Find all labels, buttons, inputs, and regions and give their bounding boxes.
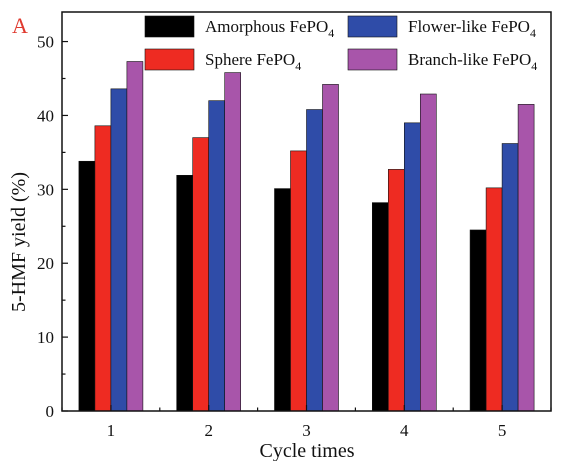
panel-label: A xyxy=(12,13,28,38)
bar-2-5 xyxy=(485,187,503,412)
x-tick-label: 5 xyxy=(498,421,507,440)
bar-1-2 xyxy=(176,174,193,412)
x-tick-label: 2 xyxy=(204,421,213,440)
x-tick-label: 3 xyxy=(302,421,311,440)
bar-3-2 xyxy=(208,100,225,412)
bar-2-4 xyxy=(387,169,405,412)
bar-3-5 xyxy=(501,143,519,412)
bar-2-2 xyxy=(192,137,209,412)
bar-3-3 xyxy=(306,109,323,412)
bar-4-5 xyxy=(517,104,535,412)
legend-swatch-4 xyxy=(347,48,398,71)
legend-swatch-1 xyxy=(144,15,195,38)
bar-1-5 xyxy=(469,229,487,412)
y-tick-label: 40 xyxy=(37,106,54,125)
legend-label-4: Branch-like FePO4 xyxy=(408,50,537,73)
bar-4-4 xyxy=(419,93,437,412)
bar-4-3 xyxy=(322,84,339,412)
legend-swatch-2 xyxy=(144,48,195,71)
legend: Amorphous FePO4 Sphere FePO4 Flower-like F… xyxy=(144,15,537,73)
x-tick-label: 4 xyxy=(400,421,409,440)
y-tick-label: 0 xyxy=(46,402,55,421)
axes: 0 10 20 30 40 50 1 2 3 4 5 xyxy=(37,11,552,440)
bar-1-1 xyxy=(78,160,96,412)
bar-3-1 xyxy=(110,88,128,412)
bar-4-1 xyxy=(126,61,144,412)
bar-2-1 xyxy=(94,125,112,412)
bars xyxy=(78,61,535,412)
legend-label-2: Sphere FePO4 xyxy=(205,50,301,73)
bar-4-2 xyxy=(224,72,241,412)
y-tick-label: 20 xyxy=(37,254,54,273)
legend-label-3: Flower-like FePO4 xyxy=(408,17,536,40)
x-tick-label: 1 xyxy=(107,421,116,440)
x-axis-title: Cycle times xyxy=(260,440,355,461)
bar-2-3 xyxy=(290,150,307,412)
bar-1-4 xyxy=(371,202,389,412)
y-tick-label: 30 xyxy=(37,180,54,199)
y-tick-label: 50 xyxy=(37,33,54,52)
legend-label-1: Amorphous FePO4 xyxy=(205,17,334,40)
bar-3-4 xyxy=(403,122,421,412)
y-tick-label: 10 xyxy=(37,328,54,347)
y-axis-title: 5-HMF yield (%) xyxy=(8,172,30,312)
legend-swatch-3 xyxy=(347,15,398,38)
bar-1-3 xyxy=(274,188,291,412)
